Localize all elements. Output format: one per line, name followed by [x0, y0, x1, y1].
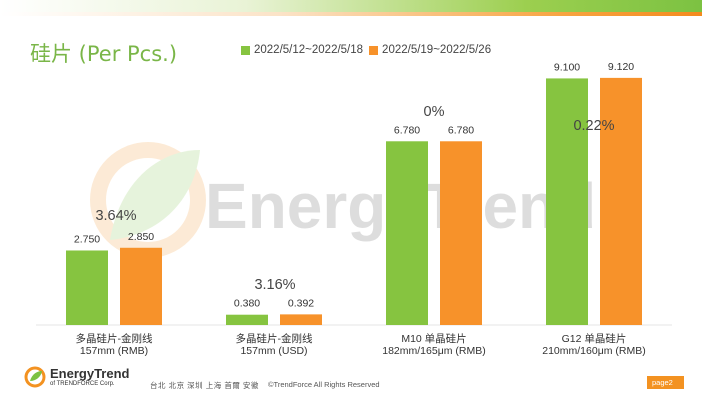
footer-logo-text: EnergyTrend of TRENDFORCE Corp.: [50, 367, 129, 388]
category-label-1-line2: 157mm (RMB): [80, 345, 148, 357]
change-annotation-3: 0%: [424, 104, 445, 120]
data-label-cat2-series1: 0.380: [234, 298, 260, 310]
category-label-4-line2: 210mm/160μm (RMB): [542, 345, 646, 357]
chart-legend: 2022/5/12~2022/5/18 2022/5/19~2022/5/26: [241, 44, 497, 56]
data-label-cat2-series2: 0.392: [288, 297, 314, 309]
legend-swatch-series-1: [241, 45, 250, 55]
page-title: 硅片 (Per Pcs.): [30, 42, 178, 66]
change-annotation-1: 3.64%: [95, 208, 136, 224]
footer-cities: 台北 北京 深圳 上海 首爾 安徽: [150, 381, 259, 390]
bar-cat3-series1: [386, 141, 428, 325]
data-label-cat1-series2: 2.850: [128, 231, 154, 243]
footer-logo-sub: of TRENDFORCE Corp.: [50, 380, 115, 387]
bar-cat1-series2: [120, 247, 162, 325]
bar-cat4-series1: [546, 78, 588, 325]
category-label-1-line1: 多晶硅片-金刚线: [76, 332, 153, 345]
data-label-cat1-series1: 2.750: [74, 233, 100, 245]
bar-cat4-series2: [600, 77, 642, 326]
watermark: EnergyTrend: [90, 142, 596, 258]
legend-label-series-1: 2022/5/12~2022/5/18: [254, 44, 364, 56]
data-label-cat4-series1: 9.100: [554, 61, 580, 73]
footer-logo-main: EnergyTrend: [50, 365, 130, 381]
legend-item-series-1: 2022/5/12~2022/5/18: [241, 44, 363, 56]
legend-label-series-2: 2022/5/19~2022/5/26: [382, 44, 492, 56]
chart-bars: [36, 77, 672, 326]
top-accent-bar: [0, 0, 702, 12]
top-accent-bar-orange: [0, 12, 702, 16]
bar-cat2-series2: [280, 314, 322, 325]
category-label-3-line2: 182mm/165μm (RMB): [382, 345, 486, 357]
footer-logo: EnergyTrend of TRENDFORCE Corp.: [24, 366, 129, 388]
change-annotation-2: 3.16%: [254, 277, 295, 293]
data-label-cat3-series1: 6.780: [394, 124, 420, 136]
bar-cat2-series1: [226, 314, 268, 325]
data-label-cat4-series2: 9.120: [608, 61, 634, 73]
category-label-4-line1: G12 单晶硅片: [562, 332, 627, 345]
legend-swatch-series-2: [369, 45, 379, 55]
category-label-3-line1: M10 单晶硅片: [401, 332, 466, 345]
footer-copyright: ©TrendForce All Rights Reserved: [268, 380, 380, 389]
data-label-cat3-series2: 6.780: [448, 124, 474, 136]
bar-cat1-series1: [66, 250, 108, 325]
legend-item-series-2: 2022/5/19~2022/5/26: [369, 44, 491, 56]
category-label-2-line1: 多晶硅片-金刚线: [236, 332, 313, 345]
page-number-badge: page2: [647, 376, 684, 389]
energytrend-logo-icon: [24, 366, 46, 388]
change-annotation-4: 0.22%: [573, 118, 614, 134]
category-label-2-line2: 157mm (USD): [240, 345, 307, 357]
bar-cat3-series2: [440, 141, 482, 325]
